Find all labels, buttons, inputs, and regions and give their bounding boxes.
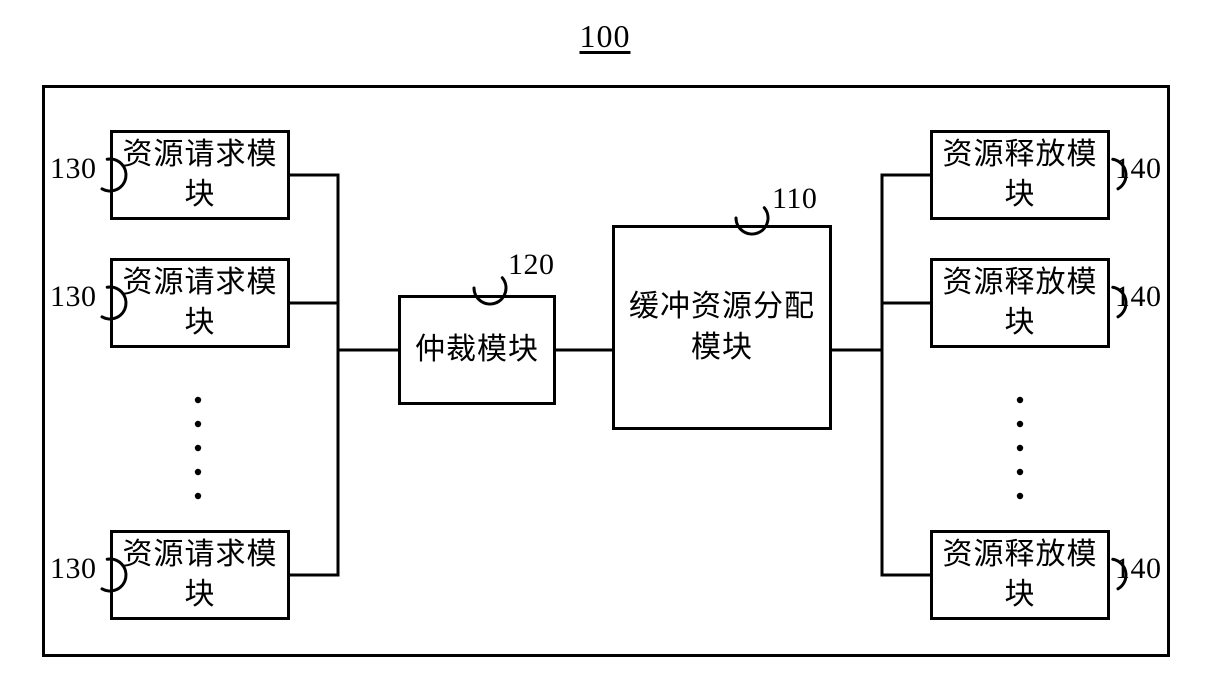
- ref-label-140-a: 140: [1115, 152, 1162, 186]
- box-label: 资源请求模块: [119, 263, 281, 344]
- box-label: 资源释放模块: [939, 263, 1101, 344]
- resource-release-module-1: 资源释放模块: [930, 130, 1110, 220]
- ref-label-110: 110: [772, 182, 817, 216]
- diagram-canvas: 100 资源请求模块 资源请求模块 资源请求模块 仲裁模块 缓冲资源分配模块 资…: [0, 0, 1210, 689]
- box-label: 仲裁模块: [415, 330, 539, 371]
- resource-request-module-2: 资源请求模块: [110, 258, 290, 348]
- box-label: 资源释放模块: [939, 535, 1101, 616]
- buffer-alloc-module: 缓冲资源分配模块: [612, 225, 832, 430]
- resource-release-module-3: 资源释放模块: [930, 530, 1110, 620]
- ref-label-140-b: 140: [1115, 280, 1162, 314]
- resource-release-module-2: 资源释放模块: [930, 258, 1110, 348]
- ref-label-130-b: 130: [50, 280, 97, 314]
- ref-label-130-a: 130: [50, 152, 97, 186]
- resource-request-module-1: 资源请求模块: [110, 130, 290, 220]
- ref-label-120: 120: [508, 248, 555, 282]
- box-label: 资源请求模块: [119, 135, 281, 216]
- figure-title: 100: [0, 18, 1210, 55]
- resource-request-module-3: 资源请求模块: [110, 530, 290, 620]
- box-label: 资源请求模块: [119, 535, 281, 616]
- box-label: 资源释放模块: [939, 135, 1101, 216]
- ref-label-140-c: 140: [1115, 552, 1162, 586]
- ref-label-130-c: 130: [50, 552, 97, 586]
- box-label: 缓冲资源分配模块: [621, 287, 823, 368]
- arbiter-module: 仲裁模块: [398, 295, 556, 405]
